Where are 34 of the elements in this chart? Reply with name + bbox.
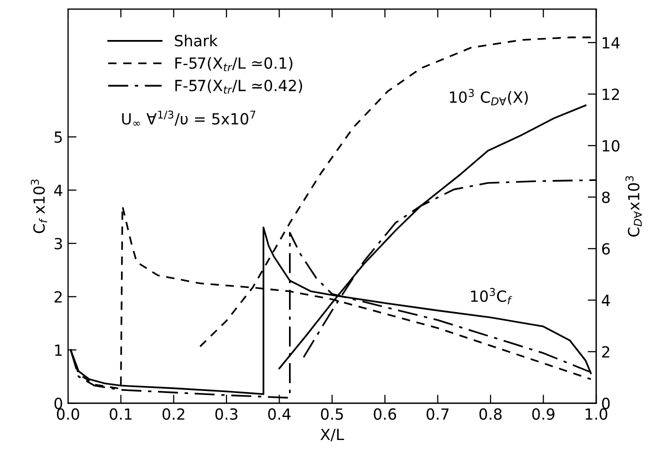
- legend-label: F-57(X$_{tr}$/L ≃0.42): [175, 79, 302, 94]
- legend-label: F-57(X$_{tr}$/L ≃0.1): [175, 57, 292, 72]
- y-tick-label: 1: [55, 344, 62, 356]
- x-axis-title: X/L: [320, 428, 344, 442]
- y2-axis-title: C$_{D∀}$x10$^{3}$: [625, 176, 642, 237]
- y-axis-title: C$_{f}$ x10$^{3}$: [30, 180, 48, 234]
- y2-tick-label: 6: [602, 243, 610, 255]
- annotation: 10$^{3}$C$_{f}$: [471, 288, 512, 304]
- y2-tick-label: 14: [602, 37, 620, 48]
- x-tick-label: 0.0: [56, 408, 80, 420]
- annotation: 10$^{3}$ C$_{D∀}$(X): [450, 88, 528, 106]
- y2-tick-label: 2: [602, 346, 610, 358]
- y2-tick-label: 0: [602, 398, 610, 410]
- x-tick-label: 0.6: [374, 408, 396, 420]
- x-tick-label: 0.8: [479, 408, 502, 420]
- legend-label: Shark: [174, 34, 218, 46]
- y2-tick-label: 12: [602, 88, 619, 100]
- x-tick-label: 0.5: [320, 408, 343, 420]
- x-tick-label: 0.2: [162, 408, 184, 420]
- x-tick-label: 0.7: [426, 408, 449, 420]
- x-tick-label: 0.4: [268, 408, 291, 420]
- y2-tick-label: 10: [602, 140, 620, 152]
- x-tick-label: 0.3: [215, 408, 238, 420]
- x-tick-label: 0.1: [110, 408, 132, 420]
- y-tick-label: 5: [54, 132, 62, 143]
- annotation: U$_{∞}$ ∀$^{1/3}$/υ = 5x10$^{7}$: [122, 110, 256, 126]
- y-tick-label: 0: [54, 398, 62, 410]
- x-tick-label: 0.9: [532, 408, 554, 420]
- y2-tick-label: 8: [602, 192, 610, 204]
- y2-tick-label: 4: [602, 294, 610, 306]
- x-tick-label: 1.0: [586, 408, 608, 420]
- y-tick-label: 4: [54, 184, 62, 196]
- y-tick-label: 3: [54, 238, 62, 250]
- y-tick-label: 2: [54, 291, 62, 302]
